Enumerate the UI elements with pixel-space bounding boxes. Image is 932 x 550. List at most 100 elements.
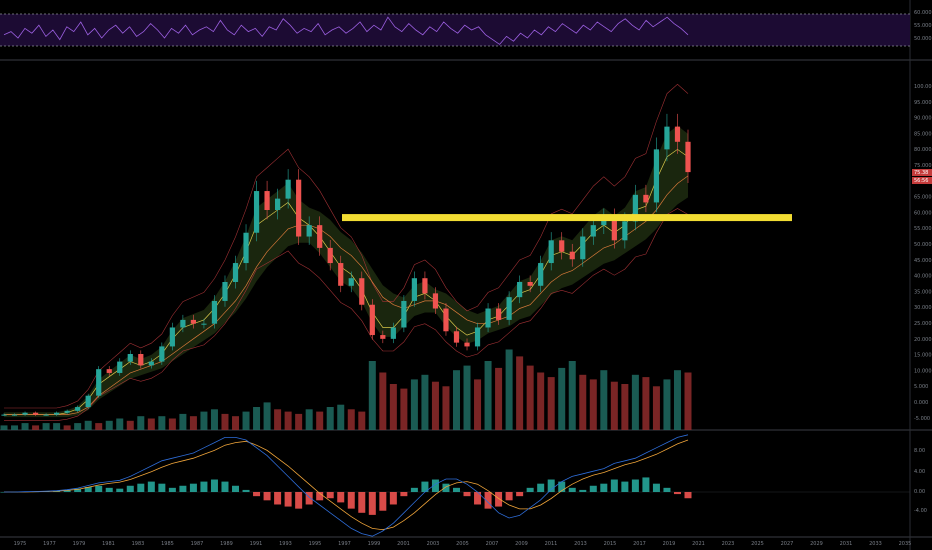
price-tick-label: 5.000 xyxy=(914,384,928,390)
year-tick-label: 1999 xyxy=(368,541,381,547)
candle-body xyxy=(22,412,28,415)
macd-histogram-bar xyxy=(263,492,271,501)
upper-band-line xyxy=(4,83,689,409)
candle-body xyxy=(138,354,144,366)
candle-body xyxy=(85,395,91,408)
current-price-tag-text: 56:56 xyxy=(914,178,928,184)
volume-bar xyxy=(263,402,271,430)
candle-body xyxy=(96,369,102,396)
macd-histogram-bar xyxy=(452,487,460,492)
price-tick-label: 40.000 xyxy=(914,274,932,280)
macd-histogram-bar xyxy=(137,483,145,492)
candle-body xyxy=(148,361,154,366)
volume-bar xyxy=(537,372,545,430)
year-tick-label: 2033 xyxy=(869,541,882,547)
volume-bar xyxy=(253,407,261,430)
candle-body xyxy=(580,236,586,260)
volume-bar xyxy=(274,409,282,430)
volume-bar xyxy=(305,409,313,430)
volume-bar xyxy=(126,420,134,430)
volume-bar xyxy=(379,372,387,430)
candle-body xyxy=(401,300,407,328)
moving-average-slow xyxy=(4,175,689,415)
rsi-panel xyxy=(0,13,910,47)
price-panel xyxy=(1,83,792,422)
candle-body xyxy=(495,308,502,320)
macd-histogram-bar xyxy=(210,479,218,492)
macd-histogram-bar xyxy=(253,492,261,497)
volume-bar xyxy=(673,370,681,430)
macd-histogram-bar xyxy=(116,488,124,492)
candle-body xyxy=(359,278,365,305)
current-price-tag xyxy=(912,177,932,184)
macd-histogram-bar xyxy=(84,487,92,492)
macd-histogram-bar xyxy=(337,492,345,503)
candle-body xyxy=(632,194,638,222)
candle-body xyxy=(306,225,312,237)
volume-bar xyxy=(84,420,92,430)
macd-histogram-bar xyxy=(179,485,187,492)
year-tick-label: 1993 xyxy=(279,541,292,547)
rsi-tick-label: 60.000 xyxy=(914,10,932,16)
macd-histogram-bar xyxy=(200,481,208,492)
year-tick-label: 2023 xyxy=(722,541,735,547)
candle-body xyxy=(474,327,481,347)
volume-bar xyxy=(431,381,439,430)
time-axis[interactable]: 1975 1977 1979 1981 1983 1985 1987 1989 1991 1993… xyxy=(14,541,912,547)
candle-body xyxy=(54,412,60,415)
candle-body xyxy=(380,335,386,339)
macd-histogram-bar xyxy=(95,485,103,492)
macd-histogram-bar xyxy=(400,492,408,497)
candle-body xyxy=(117,361,123,373)
macd-histogram-bar xyxy=(274,492,282,505)
year-tick-label: 1991 xyxy=(250,541,263,547)
price-tick-label: 85.000 xyxy=(914,131,932,137)
candle-body xyxy=(622,221,628,241)
macd-histogram-bar xyxy=(547,479,555,492)
year-tick-label: 2029 xyxy=(810,541,823,547)
rsi-band-fill xyxy=(0,14,910,46)
price-tick-label: 25.000 xyxy=(914,321,932,327)
current-price-tag xyxy=(912,169,932,176)
macd-histogram-bar xyxy=(526,487,534,492)
volume-bar xyxy=(105,420,113,430)
price-tick-label: 0.000 xyxy=(914,400,928,406)
year-tick-label: 1995 xyxy=(309,541,322,547)
price-tick-label: 80.000 xyxy=(914,147,932,153)
volume-bar xyxy=(32,425,40,430)
macd-histogram-bar xyxy=(474,492,482,505)
candle-body xyxy=(253,191,260,233)
macd-histogram-bar xyxy=(105,487,113,492)
candle-body xyxy=(348,278,354,286)
volume-bar xyxy=(316,411,324,430)
macd-histogram-bar xyxy=(484,492,492,509)
volume-bar xyxy=(421,374,429,430)
candle-body xyxy=(275,198,281,210)
volume-bar xyxy=(137,416,145,430)
macd-histogram-bar xyxy=(126,485,134,492)
year-tick-label: 2015 xyxy=(604,541,617,547)
volume-bar xyxy=(389,384,397,430)
volume-bar xyxy=(621,384,629,430)
candle-body xyxy=(75,407,81,411)
volume-bar xyxy=(452,370,460,430)
macd-line xyxy=(4,434,689,537)
macd-histogram-bar xyxy=(316,492,324,501)
candle-body xyxy=(432,293,439,309)
macd-histogram-bar xyxy=(389,492,397,505)
year-tick-label: 2021 xyxy=(692,541,705,547)
volume-bar xyxy=(295,413,303,430)
macd-panel xyxy=(0,434,910,537)
volume-bar xyxy=(526,365,534,430)
volume-bar xyxy=(410,379,418,430)
volume-bar xyxy=(568,361,576,430)
volume-bar xyxy=(284,411,292,430)
candle-body xyxy=(527,282,533,286)
candle-body xyxy=(159,346,165,362)
macd-histogram-bar xyxy=(368,492,376,515)
volume-bar xyxy=(116,418,124,430)
price-tick-label: 15.000 xyxy=(914,353,932,359)
price-axis[interactable]: 60.000 55.000 50.000 100.00 95.000 90.000 85.0… xyxy=(912,10,932,514)
price-tick-label: 95.000 xyxy=(914,100,932,106)
